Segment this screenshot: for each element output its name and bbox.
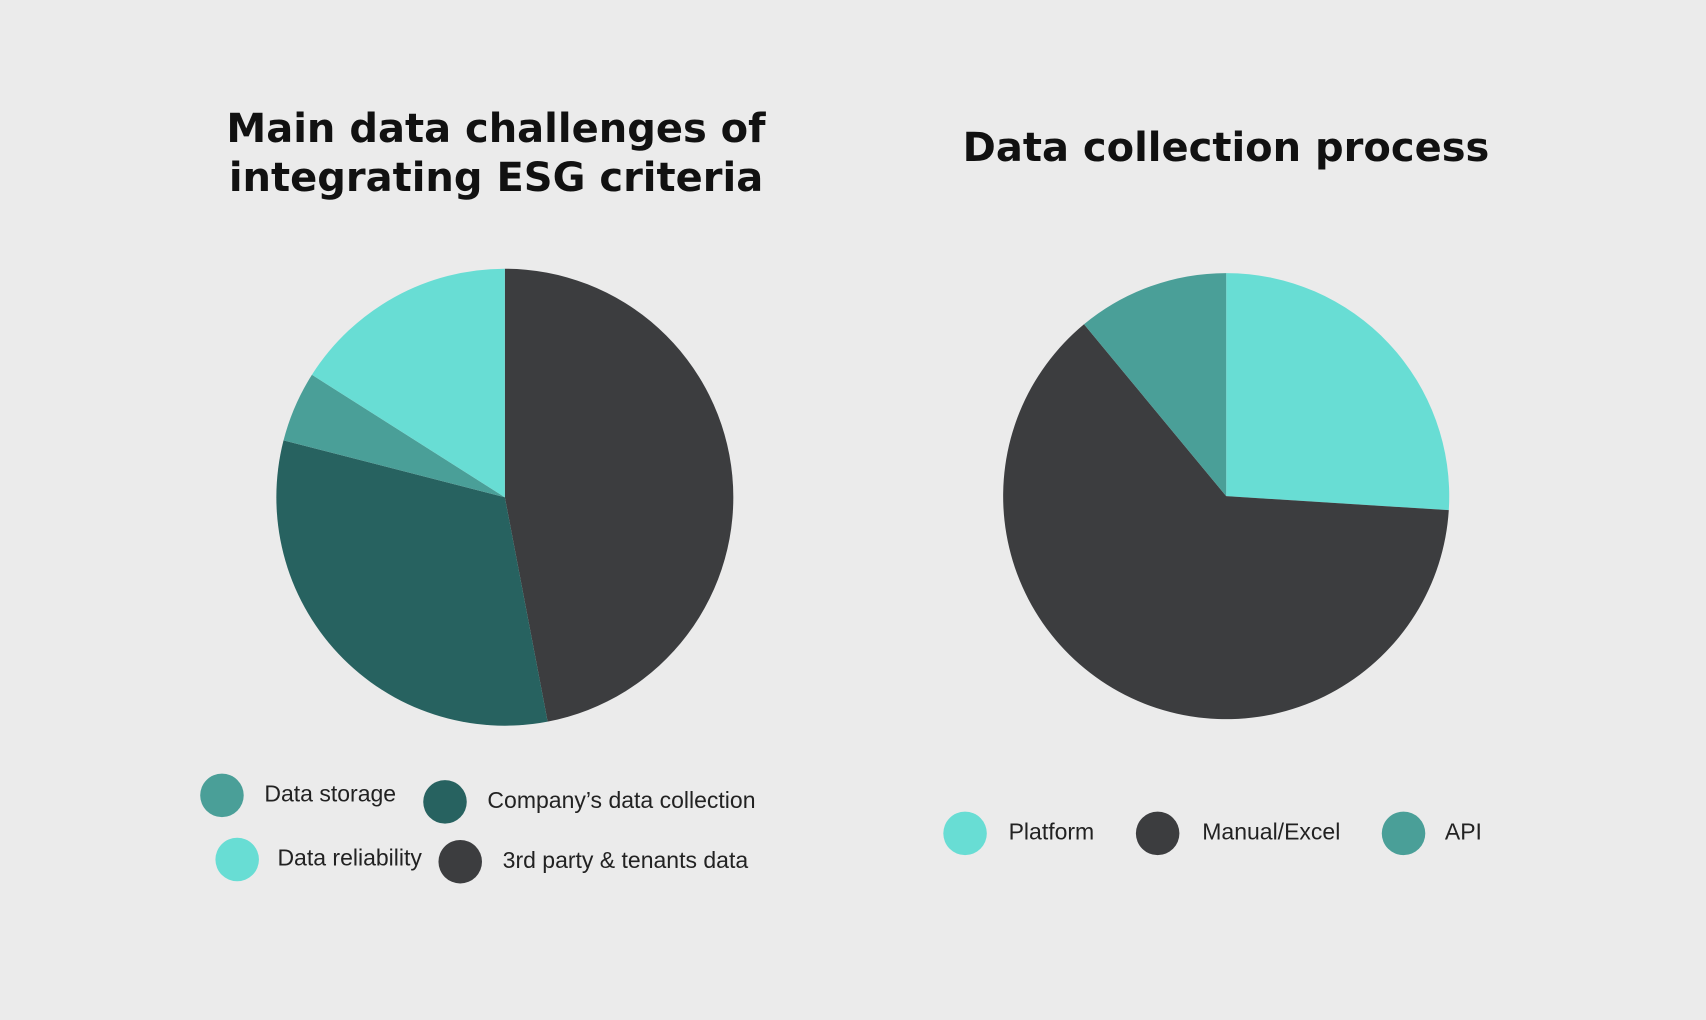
legend-swatch [438, 839, 482, 884]
pie-slice [1084, 273, 1227, 497]
pie-slice [283, 374, 505, 498]
legend-swatch [423, 780, 467, 824]
chart-title: Main data challenges of integrating ESG … [226, 106, 766, 201]
legend-label: Platform [1009, 818, 1095, 844]
legend-swatch [200, 773, 244, 818]
legend-swatch [1381, 811, 1426, 856]
pie-slice [311, 268, 505, 498]
legend-label: Company’s data collection [487, 787, 755, 813]
legend-label: Data storage [264, 780, 396, 806]
pie-slice [504, 268, 734, 722]
pie-slice [1226, 273, 1450, 511]
legend-swatch [1135, 811, 1180, 856]
legend-swatch [943, 811, 987, 856]
chart-title: Data collection process [962, 125, 1490, 171]
legend-label: Data reliability [277, 845, 422, 871]
pie-slice [1003, 324, 1449, 720]
legend-label: 3rd party & tenants data [503, 847, 749, 873]
legend-label: API [1445, 818, 1482, 844]
legend-label: Manual/Excel [1202, 818, 1340, 844]
legend-swatch [215, 837, 259, 882]
pie-slice [276, 440, 548, 726]
